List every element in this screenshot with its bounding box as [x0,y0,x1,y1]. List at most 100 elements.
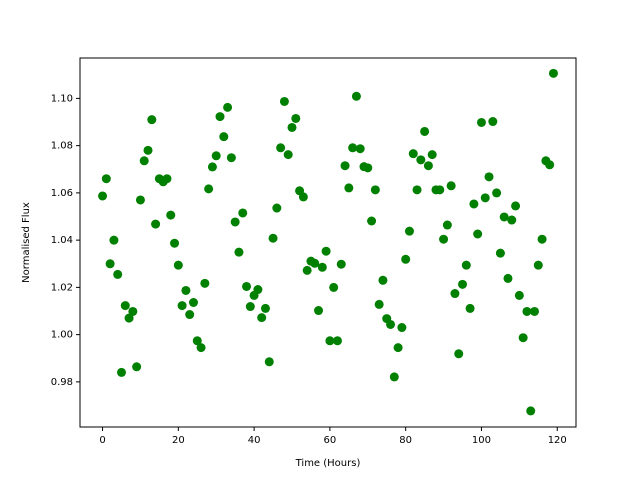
data-point [264,357,274,367]
data-point [480,193,490,203]
data-point [310,258,320,268]
data-point [545,160,555,170]
data-point [211,151,221,161]
data-point [321,246,331,256]
data-point [363,163,373,173]
data-point [367,216,377,226]
data-point [302,265,312,275]
data-point [533,260,543,270]
x-tick-label: 20 [172,435,185,446]
data-point [340,161,350,171]
data-point [166,210,176,220]
data-point [488,117,498,127]
data-point [522,306,532,316]
data-point [196,343,206,353]
data-point [234,247,244,257]
x-tick-label: 0 [99,435,105,446]
data-point [439,234,449,244]
data-point [495,248,505,258]
data-point [518,333,528,343]
data-point [336,259,346,269]
x-tick-label: 40 [248,435,261,446]
x-tick-label: 60 [324,435,337,446]
y-tick-label: 1.04 [51,235,73,246]
data-point [314,306,324,316]
data-point [268,233,278,243]
data-point [124,313,134,323]
data-point [450,289,460,299]
data-point [427,150,437,160]
data-point [344,183,354,193]
data-point [325,336,335,346]
data-point [416,155,426,165]
y-tick-label: 1.06 [51,188,73,199]
data-point [503,273,513,283]
data-point [242,281,252,291]
data-point [329,282,339,292]
data-point [374,299,384,309]
data-point [113,269,123,279]
data-point [386,319,396,329]
data-point [492,188,502,198]
data-point [204,184,214,194]
data-point [135,195,145,205]
data-point [401,254,411,264]
data-point [408,149,418,159]
data-point [200,278,210,288]
data-point [128,306,138,316]
data-point [207,162,217,172]
data-point [245,302,255,312]
x-tick-label: 80 [399,435,412,446]
data-point [272,203,282,213]
data-point [332,336,342,346]
data-point [276,143,286,153]
data-point [351,91,361,101]
data-point [473,229,483,239]
data-point [219,132,229,142]
x-tick-label: 100 [472,435,491,446]
data-point [223,102,233,112]
x-tick-label: 120 [548,435,567,446]
data-point [188,298,198,308]
data-point [230,217,240,227]
data-point [397,323,407,333]
data-point [98,191,108,201]
data-point [298,192,308,202]
data-point [370,185,380,195]
data-point [484,172,494,182]
data-point [162,174,172,184]
data-point [185,310,195,320]
data-point [499,212,509,222]
x-axis-label: Time (Hours) [295,458,361,469]
data-point [378,275,388,285]
data-point [177,301,187,311]
data-point [192,336,202,346]
data-point [143,145,153,155]
data-point [548,68,558,78]
data-point [476,117,486,127]
data-point [537,234,547,244]
plot-frame [79,57,577,428]
data-point [238,208,248,218]
data-point [507,215,517,225]
data-point [260,303,270,313]
data-point [139,156,149,166]
data-point [291,113,301,123]
data-point [435,185,445,195]
data-point [120,301,130,311]
data-point [514,290,524,300]
data-point [442,220,452,230]
y-axis-label: Normalised Flux [21,202,32,283]
data-point [279,96,289,106]
data-point [215,112,225,122]
data-point [454,349,464,359]
data-point [355,144,365,154]
data-point [465,303,475,313]
data-point [511,201,521,211]
data-point [469,199,479,209]
data-point [458,279,468,289]
data-point [420,126,430,136]
data-point [173,260,183,270]
data-point [101,174,111,184]
data-point [116,367,126,377]
